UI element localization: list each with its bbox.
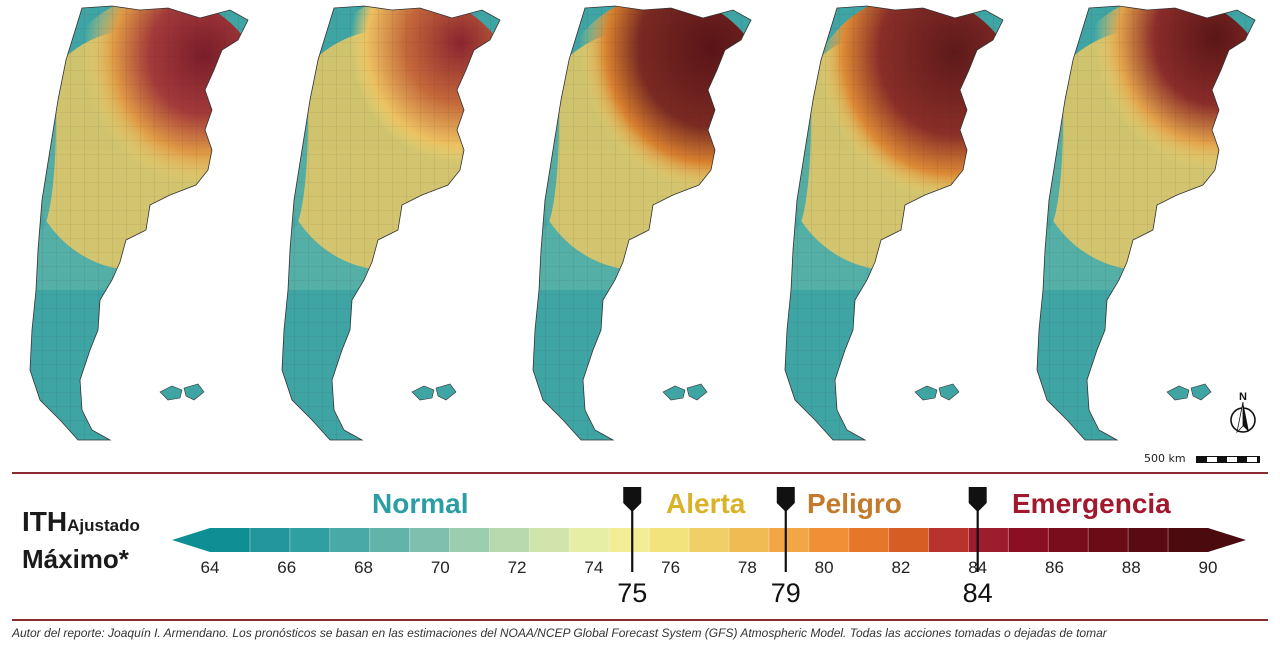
legend-title-line2: Máximo* xyxy=(22,544,129,574)
malvinas-islands xyxy=(914,383,960,401)
category-alerta: Alerta xyxy=(666,488,746,519)
colorbar-right-arrow xyxy=(1208,528,1246,552)
top-divider xyxy=(12,472,1268,474)
category-peligro: Peligro xyxy=(807,488,902,519)
colorbar-cell xyxy=(808,528,850,552)
colorbar-cell xyxy=(689,528,730,552)
colorbar-left-arrow xyxy=(172,528,210,552)
malvinas-islands xyxy=(411,383,457,401)
tick-label: 84 xyxy=(968,558,988,577)
threshold-marker xyxy=(776,487,795,572)
colorbar-cell xyxy=(210,528,251,552)
tick-label: 90 xyxy=(1198,558,1218,577)
colorbar-cell xyxy=(848,528,890,552)
map-panel-day-3 xyxy=(532,5,752,441)
colorbar-cell xyxy=(409,528,451,552)
tick-label: 66 xyxy=(277,558,297,577)
threshold-label: 75 xyxy=(617,578,648,608)
colorbar-cell xyxy=(609,528,650,552)
colorbar-cell xyxy=(728,528,770,552)
tick-label: 88 xyxy=(1121,558,1141,577)
tick-label: 86 xyxy=(1044,558,1064,577)
colorbar-cell xyxy=(289,528,331,552)
legend-title-sub: Ajustado xyxy=(67,516,140,535)
colorbar-cell xyxy=(888,528,930,552)
colorbar-cell xyxy=(369,528,411,552)
colorbar-cell xyxy=(449,528,490,552)
tick-label: 78 xyxy=(737,558,757,577)
threshold-label: 84 xyxy=(962,578,993,608)
tick-label: 68 xyxy=(354,558,373,577)
colorbar-cell xyxy=(569,528,610,552)
scale-bar-graphic xyxy=(1196,456,1260,463)
tick-label: 72 xyxy=(507,558,527,577)
colorbar-cell xyxy=(529,528,570,552)
colorbar-cell xyxy=(928,528,969,552)
map-panel-day-1 xyxy=(29,5,249,441)
legend-title-main: ITH xyxy=(22,506,68,537)
colorbar-cell xyxy=(768,528,810,552)
tick-label: 74 xyxy=(584,558,604,577)
footer-credits: Autor del reporte: Joaquín I. Armendano.… xyxy=(12,626,1107,640)
colorbar-cell xyxy=(649,528,690,552)
threshold-marker xyxy=(623,487,642,572)
colorbar-cell xyxy=(1168,528,1209,552)
threshold-label: 79 xyxy=(770,578,801,608)
map-panel-day-2 xyxy=(281,5,501,441)
colorbar-cell xyxy=(489,528,530,552)
colorbar-cell xyxy=(1048,528,1089,552)
category-normal: Normal xyxy=(372,488,469,519)
colorbar-cell xyxy=(968,528,1009,552)
colorbar-cell xyxy=(329,528,371,552)
forecast-maps xyxy=(29,5,1256,441)
colorbar-cell xyxy=(1128,528,1169,552)
legend-title: ITHAjustado Máximo* xyxy=(22,506,140,575)
colorbar-cell xyxy=(249,528,291,552)
malvinas-islands xyxy=(159,383,205,401)
bottom-divider xyxy=(12,619,1268,621)
north-arrow-icon: N xyxy=(1230,391,1256,434)
tick-label: 70 xyxy=(430,558,450,577)
malvinas-islands xyxy=(1166,383,1212,401)
tick-label: 80 xyxy=(814,558,834,577)
tick-label: 82 xyxy=(891,558,911,577)
tick-label: 76 xyxy=(661,558,681,577)
colorbar-cell xyxy=(1008,528,1049,552)
north-label: N xyxy=(1239,391,1247,403)
category-emergencia: Emergencia xyxy=(1012,488,1171,519)
scale-label: 500 km xyxy=(1144,452,1186,465)
malvinas-islands xyxy=(662,383,708,401)
map-panel-day-4 xyxy=(784,5,1004,441)
colorbar-cell xyxy=(1088,528,1129,552)
tick-label: 64 xyxy=(200,558,220,577)
